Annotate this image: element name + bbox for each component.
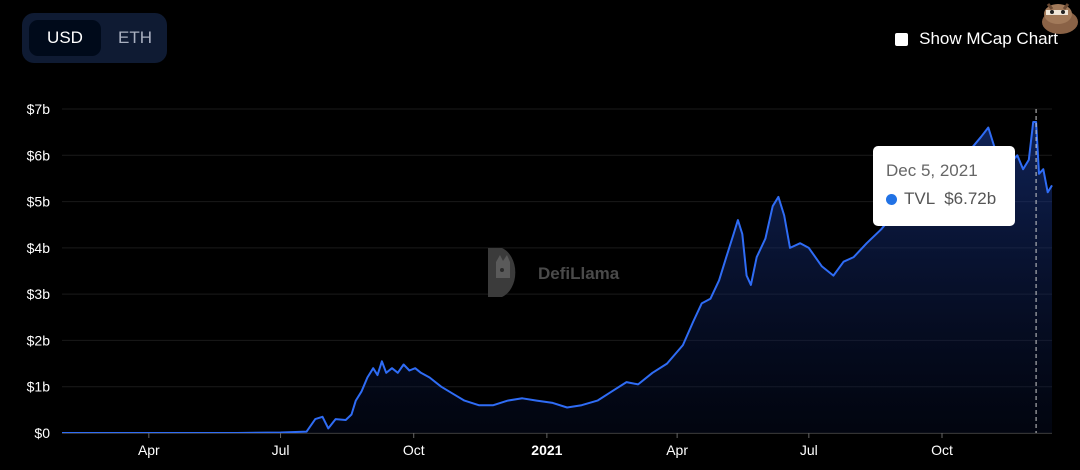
- y-tick-label: $0: [34, 425, 50, 441]
- y-tick-label: $2b: [27, 332, 51, 348]
- tooltip-series: TVL: [904, 189, 936, 208]
- llama-logo-icon: [488, 248, 516, 297]
- usd-button[interactable]: USD: [29, 20, 101, 56]
- watermark: DefiLlama: [488, 248, 620, 297]
- x-tick-label: Oct: [931, 442, 953, 458]
- llama-mascot-icon: [1042, 3, 1078, 34]
- x-tick-label: Jul: [272, 442, 290, 458]
- x-tick-label: Oct: [403, 442, 425, 458]
- y-tick-label: $1b: [27, 379, 51, 395]
- series-dot-icon: [886, 193, 897, 205]
- grid-lines: [62, 108, 1052, 434]
- tooltip: Dec 5, 2021 TVL $6.72b: [873, 146, 1015, 226]
- currency-toggle: USD ETH: [22, 13, 167, 63]
- x-tick-label: 2021: [531, 442, 562, 458]
- y-axis: $0 $1b $2b $3b $4b $5b $6b $7b: [27, 101, 51, 441]
- show-mcap-toggle[interactable]: Show MCap Chart: [895, 28, 1058, 50]
- y-tick-label: $7b: [27, 101, 51, 117]
- x-tick-label: Jul: [800, 442, 818, 458]
- y-tick-label: $6b: [27, 147, 51, 163]
- tooltip-date: Dec 5, 2021: [886, 161, 978, 180]
- tooltip-row: TVL $6.72b: [886, 189, 1015, 209]
- x-tick-label: Apr: [138, 442, 160, 458]
- watermark-text: DefiLlama: [538, 264, 620, 283]
- mcap-checkbox[interactable]: [895, 32, 909, 46]
- tvl-area-fill: [62, 122, 1052, 433]
- y-tick-label: $4b: [27, 240, 51, 256]
- x-tick-label: Apr: [666, 442, 688, 458]
- y-tick-label: $5b: [27, 194, 51, 210]
- y-tick-label: $3b: [27, 286, 51, 302]
- x-axis: Apr Jul Oct 2021 Apr Jul Oct: [62, 433, 1052, 458]
- mcap-label: Show MCap Chart: [919, 29, 1058, 48]
- tooltip-value: $6.72b: [944, 189, 997, 208]
- eth-button[interactable]: ETH: [118, 28, 152, 47]
